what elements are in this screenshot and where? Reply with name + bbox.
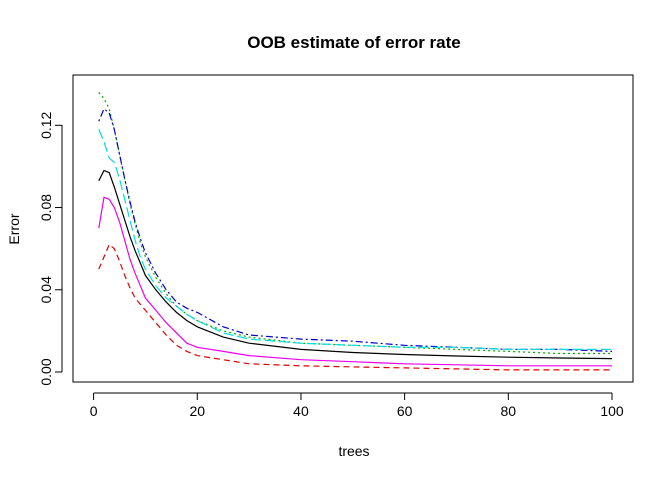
x-tick-label: 80 [501, 403, 517, 419]
x-tick-label: 20 [189, 403, 205, 419]
series-line-1 [98, 169, 613, 360]
x-axis: 0 20 40 60 80 100 [90, 392, 624, 419]
y-ticks: 0.00 0.04 0.08 0.12 [38, 111, 62, 386]
y-tick-label: 0.00 [38, 358, 54, 385]
x-ticks: 0 20 40 60 80 100 [90, 393, 624, 419]
chart-title: OOB estimate of error rate [247, 33, 461, 52]
plot-frame [72, 74, 634, 383]
series-line-3 [98, 92, 612, 355]
x-tick-label: 0 [90, 403, 98, 419]
series-line-2 [98, 243, 612, 371]
y-tick-label: 0.08 [38, 194, 54, 221]
y-axis: 0.00 0.04 0.08 0.12 [38, 111, 63, 386]
y-tick-label: 0.12 [38, 111, 54, 138]
x-tick-label: 40 [293, 403, 309, 419]
y-axis-label: Error [6, 213, 22, 244]
series-line-4 [98, 107, 613, 352]
series-line-6 [98, 196, 612, 367]
x-tick-label: 100 [600, 403, 624, 419]
x-axis-label: trees [338, 443, 369, 459]
series-line-5 [98, 129, 612, 350]
series-layer [98, 92, 613, 371]
y-tick-label: 0.04 [38, 276, 54, 303]
x-tick-label: 60 [397, 403, 413, 419]
